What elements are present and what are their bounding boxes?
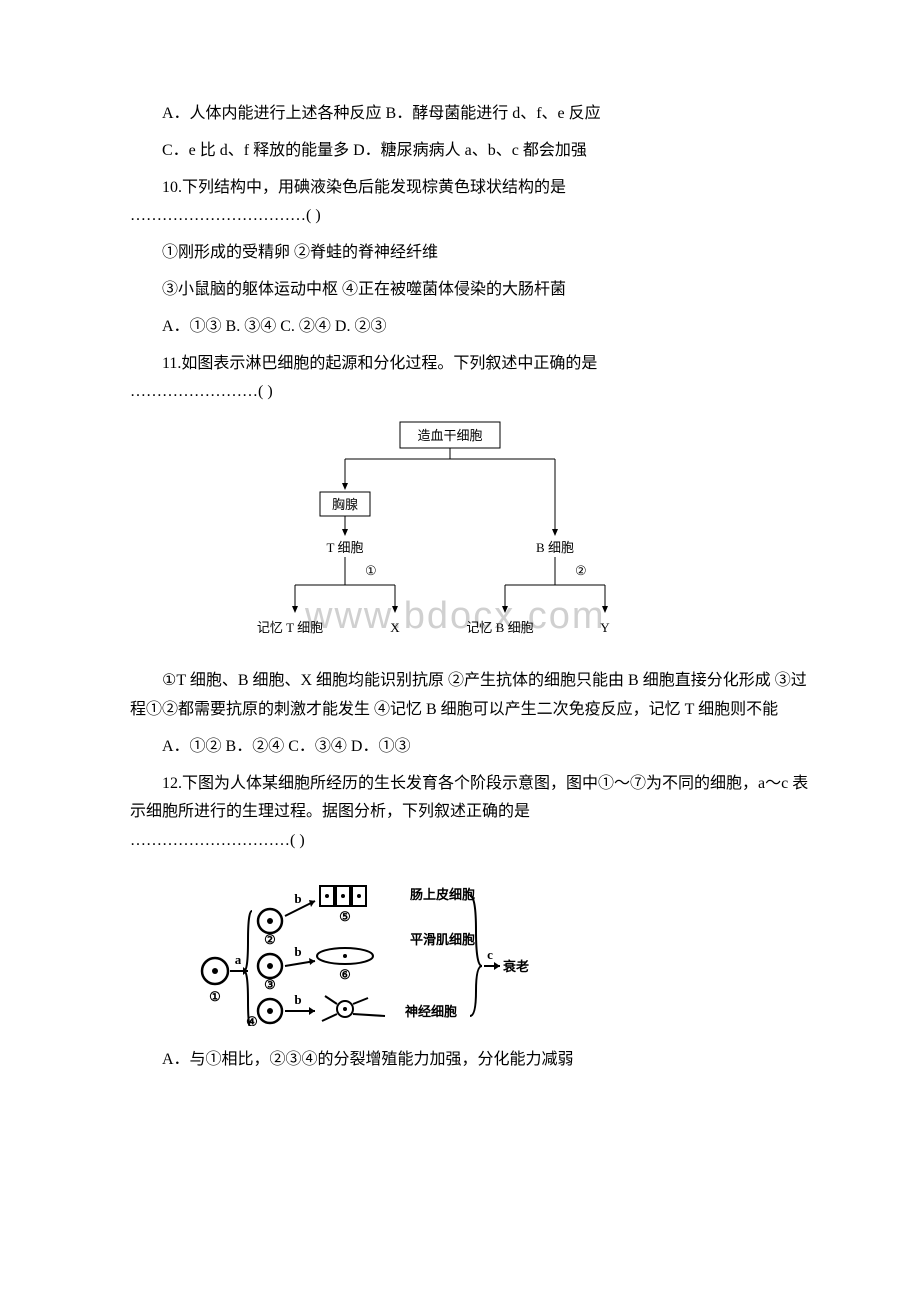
q12-dots: …………………………( ) [130,827,820,856]
q12-n4: ④ [246,1014,258,1026]
diagram-num2: ② [575,563,587,578]
q9-option-cd: C．e 比 d、f 释放的能量多 D．糖尿病病人 a、b、c 都会加强 [130,137,820,166]
q11-statements: ①T 细胞、B 细胞、X 细胞均能识别抗原 ②产生抗体的细胞只能由 B 细胞直接… [130,667,820,725]
diagram-bcell: B 细胞 [536,540,574,555]
q12-n1: ① [209,989,221,1004]
q10-opt1: ①刚形成的受精卵 ②脊蛙的脊神经纤维 [130,239,820,268]
q12-shuai: 衰老 [502,959,529,974]
diagram-memT: 记忆 T 细胞 [257,620,323,635]
q12-n2: ② [264,932,276,947]
diagram-top-label: 造血干细胞 [417,428,482,443]
q10-stem: 10.下列结构中，用碘液染色后能发现棕黄色球状结构的是 [130,174,820,203]
q11-choices: A．①② B．②④ C．③④ D．①③ [130,733,820,762]
q12-n5: ⑤ [339,909,351,924]
q10-choices: A．①③ B. ③④ C. ②④ D. ②③ [130,313,820,342]
q12-ping: 平滑肌细胞 [410,932,475,947]
diagram-num1: ① [365,563,377,578]
q9-option-ab: A．人体内能进行上述各种反应 B．酵母菌能进行 d、f、e 反应 [130,100,820,129]
q12-diagram: ① a ② ③ ④ b b b 肠上皮细胞 ⑤ [190,866,530,1026]
diagram-X: X [390,620,400,635]
diagram-Y: Y [600,620,610,635]
q12-n6: ⑥ [339,967,351,982]
q11-diagram: www.bdocx.com 造血干细胞 胸腺 T 细胞 B 细胞 ① ② [225,417,725,647]
q10-opt2: ③小鼠脑的躯体运动中枢 ④正在被噬菌体侵染的大肠杆菌 [130,276,820,305]
q12-a: a [235,952,242,967]
diagram-tcell: T 细胞 [327,540,364,555]
q12-shen: 神经细胞 [405,1004,457,1019]
q12-optA: A．与①相比，②③④的分裂增殖能力加强，分化能力减弱 [130,1046,820,1075]
diagram-memB: 记忆 B 细胞 [466,620,533,635]
q11-stem: 11.如图表示淋巴细胞的起源和分化过程。下列叙述中正确的是 [130,350,820,379]
q12-b2: b [294,944,301,959]
q10-dots: ……………………………( ) [130,202,820,231]
q12-c: c [487,947,493,962]
q11-dots: ……………………( ) [130,378,820,407]
q12-b3: b [294,992,301,1007]
q12-b1: b [294,891,301,906]
q12-n3: ③ [264,977,276,992]
diagram-thymus: 胸腺 [332,497,358,512]
q12-stem: 12.下图为人体某细胞所经历的生长发育各个阶段示意图，图中①～⑦为不同的细胞，a… [130,770,820,828]
q12-chang: 肠上皮细胞 [410,887,475,902]
